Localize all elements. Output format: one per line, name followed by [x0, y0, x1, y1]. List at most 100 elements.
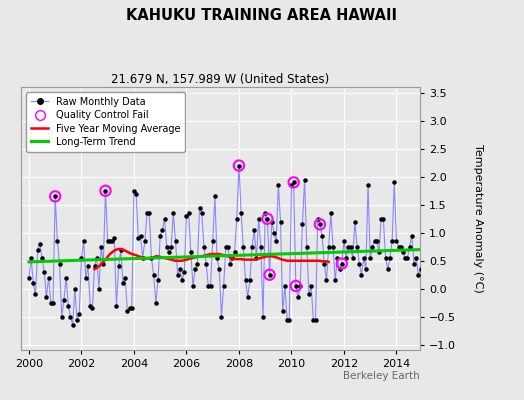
Point: [77, 255, 85, 261]
Point: [58, 314, 66, 320]
Point: [239, 244, 247, 250]
Point: [294, 294, 302, 300]
Point: [140, 238, 149, 244]
Point: [322, 277, 331, 284]
Point: [300, 176, 309, 183]
Text: KAHUKU TRAINING AREA HAWAII: KAHUKU TRAINING AREA HAWAII: [126, 8, 398, 23]
Point: [270, 230, 278, 236]
Point: [386, 255, 394, 261]
Point: [62, 274, 70, 281]
Point: [165, 249, 173, 256]
Point: [268, 218, 276, 225]
Point: [125, 305, 134, 312]
Point: [320, 260, 329, 267]
Point: [31, 291, 40, 298]
Point: [399, 249, 407, 256]
Point: [377, 216, 385, 222]
Point: [373, 238, 381, 244]
Point: [263, 216, 271, 222]
Point: [326, 210, 335, 216]
Point: [381, 255, 390, 261]
Point: [397, 244, 405, 250]
Point: [412, 255, 420, 261]
Point: [104, 238, 112, 244]
Point: [261, 210, 269, 216]
Point: [289, 179, 298, 186]
Point: [242, 277, 250, 284]
Point: [130, 188, 138, 194]
Point: [127, 305, 136, 312]
Point: [342, 255, 351, 261]
Point: [235, 162, 243, 169]
Point: [305, 291, 313, 298]
Point: [353, 244, 361, 250]
Point: [274, 182, 282, 188]
Point: [101, 188, 110, 194]
Point: [162, 244, 171, 250]
Point: [281, 283, 289, 289]
Point: [90, 263, 99, 270]
Point: [204, 283, 213, 289]
Point: [34, 246, 42, 253]
Point: [233, 216, 241, 222]
Point: [403, 255, 412, 261]
Point: [388, 238, 396, 244]
Point: [75, 311, 83, 317]
Point: [114, 263, 123, 270]
Point: [178, 277, 186, 284]
Point: [42, 294, 51, 300]
Point: [110, 235, 118, 242]
Text: Berkeley Earth: Berkeley Earth: [343, 372, 420, 382]
Point: [362, 266, 370, 272]
Point: [222, 244, 230, 250]
Point: [316, 221, 324, 228]
Point: [331, 277, 340, 284]
Point: [40, 269, 48, 275]
Point: [408, 232, 416, 239]
Point: [145, 210, 154, 216]
Point: [206, 283, 215, 289]
Point: [318, 232, 326, 239]
Point: [333, 255, 342, 261]
Point: [337, 260, 346, 267]
Point: [217, 314, 226, 320]
Point: [27, 255, 35, 261]
Point: [231, 249, 239, 256]
Point: [36, 241, 44, 247]
Point: [324, 244, 333, 250]
Point: [235, 162, 243, 169]
Point: [80, 238, 88, 244]
Point: [215, 266, 223, 272]
Point: [287, 182, 296, 188]
Point: [106, 238, 114, 244]
Point: [265, 272, 274, 278]
Legend: Raw Monthly Data, Quality Control Fail, Five Year Moving Average, Long-Term Tren: Raw Monthly Data, Quality Control Fail, …: [26, 92, 185, 152]
Point: [237, 210, 245, 216]
Point: [395, 244, 403, 250]
Point: [368, 244, 377, 250]
Point: [97, 244, 105, 250]
Point: [119, 280, 127, 286]
Point: [123, 308, 132, 314]
Point: [359, 255, 368, 261]
Point: [248, 244, 256, 250]
Point: [47, 300, 55, 306]
Point: [25, 274, 33, 281]
Point: [292, 283, 300, 289]
Y-axis label: Temperature Anomaly (°C): Temperature Anomaly (°C): [473, 144, 483, 293]
Point: [180, 269, 189, 275]
Point: [86, 302, 94, 309]
Point: [187, 249, 195, 256]
Point: [313, 216, 322, 222]
Point: [283, 316, 291, 323]
Point: [191, 266, 200, 272]
Point: [64, 302, 72, 309]
Point: [193, 260, 202, 267]
Point: [309, 316, 318, 323]
Point: [265, 272, 274, 278]
Point: [364, 182, 372, 188]
Point: [298, 221, 307, 228]
Point: [202, 260, 210, 267]
Point: [176, 266, 184, 272]
Point: [351, 218, 359, 225]
